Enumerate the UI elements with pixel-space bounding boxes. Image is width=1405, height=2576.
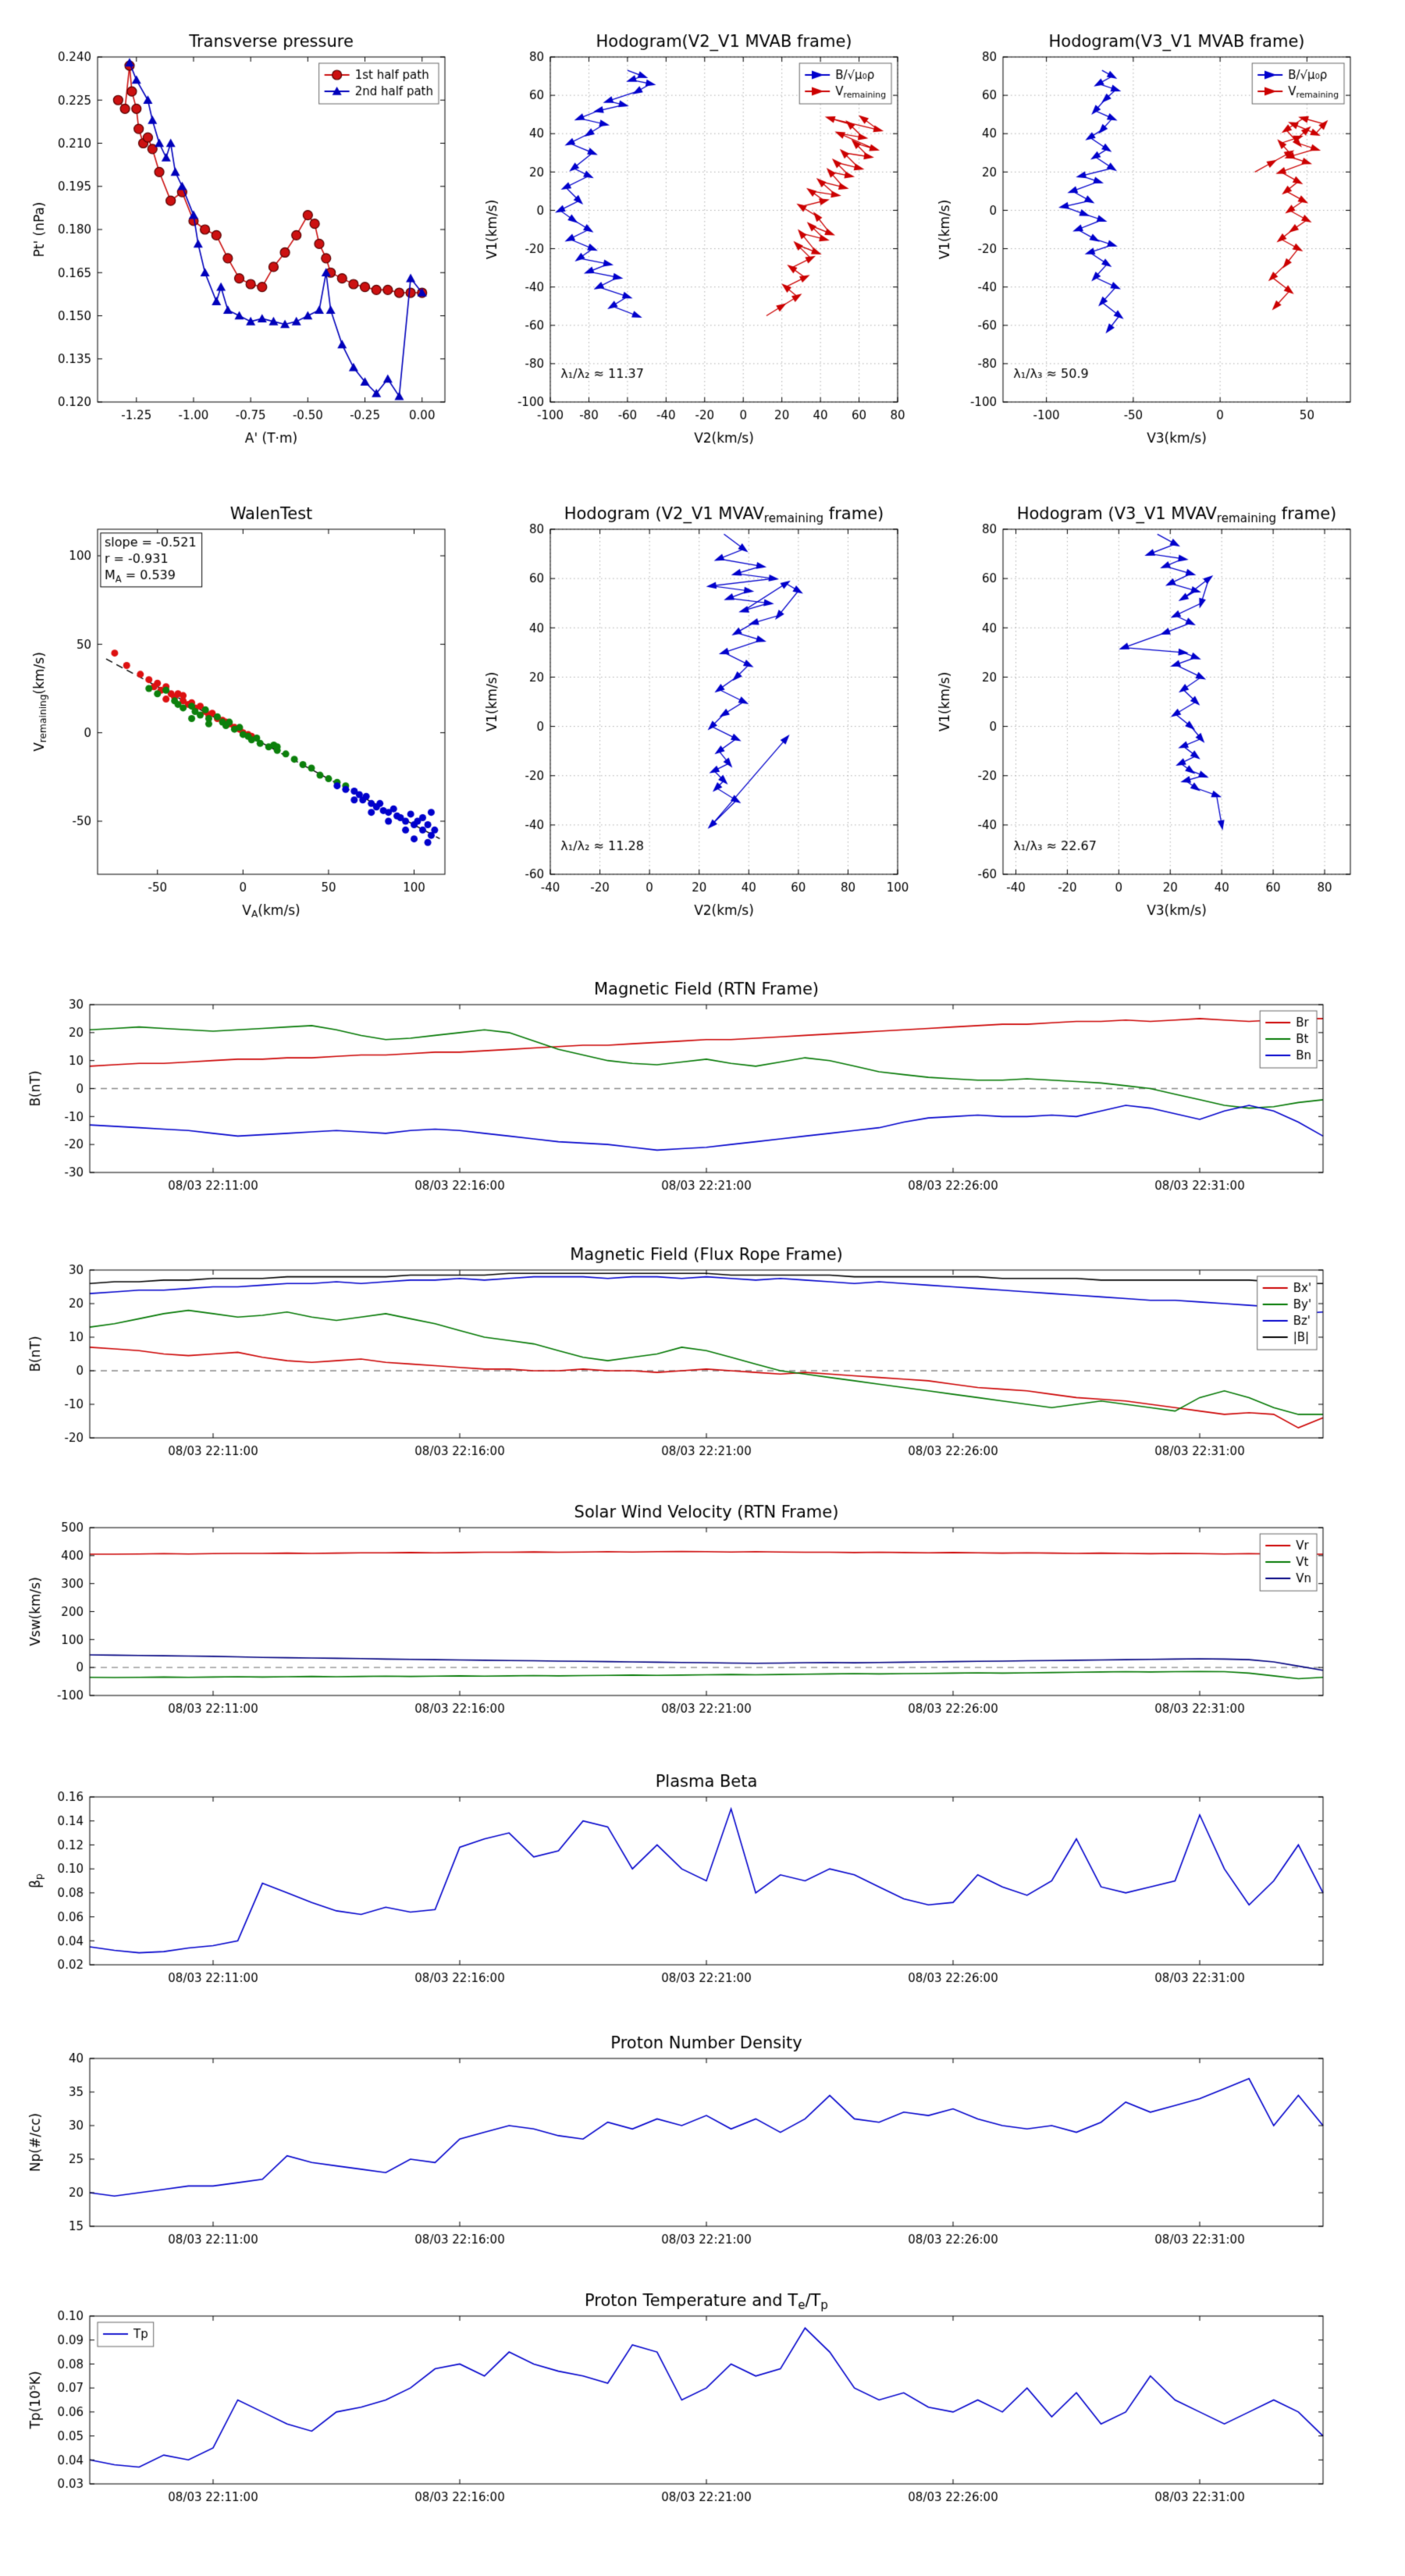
plasma-beta-chart	[20, 1764, 1389, 2002]
hodogram-v2v1-mvab-chart	[476, 20, 913, 453]
magnetic-field-rtn-chart	[20, 972, 1389, 1210]
hodogram-v2v1-mvav-chart	[476, 492, 913, 925]
proton-density-chart	[20, 2026, 1389, 2264]
proton-temperature-chart	[20, 2283, 1389, 2521]
magnetic-field-fluxrope-chart	[20, 1237, 1389, 1475]
walen-test-chart	[23, 492, 461, 925]
solar-wind-velocity-chart	[20, 1495, 1389, 1733]
hodogram-v3v1-mvav-chart	[929, 492, 1366, 925]
hodogram-v3v1-mvab-chart	[929, 20, 1366, 453]
transverse-pressure-chart	[23, 20, 461, 453]
